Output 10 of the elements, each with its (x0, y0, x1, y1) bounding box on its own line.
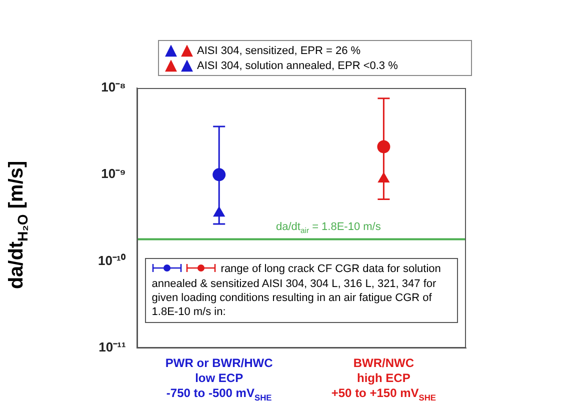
x-tick-label: PWR or BWR/HWC low ECP -750 to -500 mV$_{SHE}$ (165, 356, 273, 404)
legend-label: AISI 304, solution annealed, EPR <0.3 % (197, 60, 398, 72)
annotation: range of long crack CF CGR data for solution annealed & sensitized AISI 304, 304 L, 316 L, 321, 347 for given loading conditions resulting in an air fatigue CGR of 1.8E-10 m/s in: (152, 263, 441, 318)
y-tick-label: 10⁻⁹ (101, 166, 126, 182)
y-tick-label: 10⁻¹⁰ (98, 252, 126, 268)
y-tick-label: 10⁻⁸ (101, 80, 126, 95)
annotation: da/dt$_{air}$ = 1.8E-10 m/s (276, 221, 381, 236)
y-tick-label: 10⁻¹¹ (98, 340, 126, 355)
legend-label: AISI 304, sensitized, EPR = 26 % (197, 44, 361, 56)
x-tick-label: BWR/NWC high ECP +50 to +150 mV$_{SHE}$ (331, 356, 436, 404)
